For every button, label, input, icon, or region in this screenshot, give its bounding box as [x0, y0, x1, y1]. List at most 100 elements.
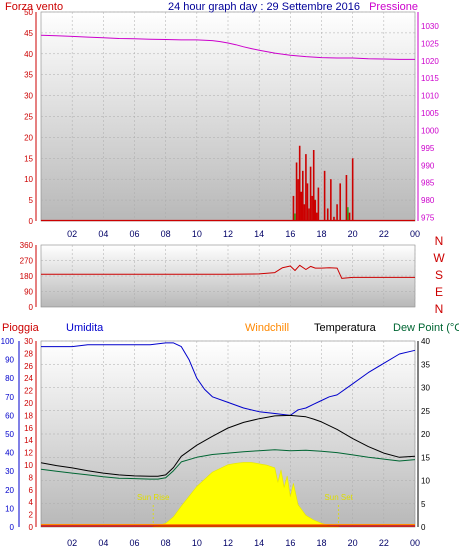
- compass-label: E: [435, 285, 443, 299]
- direction-axis-tick: 90: [24, 288, 33, 297]
- temperature-axis-tick: 40: [421, 337, 430, 346]
- direction-line: [41, 264, 415, 279]
- rain-axis-tick: 6: [29, 486, 34, 495]
- pressure-axis-tick: 1030: [421, 22, 439, 31]
- humidity-axis-tick: 20: [5, 486, 14, 495]
- graph-title: 24 hour graph day : 29 Settembre 2016: [168, 1, 360, 13]
- humidity-axis-tick: 70: [5, 393, 14, 402]
- legend-windchill: Windchill: [245, 322, 289, 334]
- wind-axis-tick: 10: [24, 175, 33, 184]
- x-tick-label: 22: [379, 229, 389, 239]
- pressure-axis-tick: 1015: [421, 74, 439, 83]
- dewpoint-line: [40, 449, 416, 480]
- right-axis-title: Pressione: [369, 1, 418, 13]
- humidity-axis-tick: 30: [5, 467, 14, 476]
- rain-axis-tick: 12: [24, 449, 33, 458]
- x-tick-label: 06: [129, 229, 139, 239]
- x-tick-label: 08: [161, 229, 171, 239]
- rain-axis-tick: 2: [29, 511, 34, 520]
- humidity-axis-tick: 90: [5, 356, 14, 365]
- direction-axis-tick: 360: [20, 241, 34, 250]
- temperature-axis-tick: 0: [421, 523, 426, 532]
- x-tick-label: 14: [254, 229, 264, 239]
- wind-axis-tick: 0: [29, 217, 34, 226]
- wind-axis-tick: 25: [24, 113, 33, 122]
- humidity-axis-tick: 10: [5, 504, 14, 513]
- temperature-axis-tick: 10: [421, 477, 430, 486]
- x-tick-label: 06: [129, 538, 139, 548]
- sun-event-label: Sun Rise: [137, 493, 170, 502]
- x-tick-label: 16: [285, 538, 295, 548]
- humidity-axis-tick: 0: [10, 523, 15, 532]
- pressure-axis-tick: 980: [421, 196, 435, 205]
- wind-axis-tick: 30: [24, 92, 33, 101]
- humidity-axis-tick: 80: [5, 374, 14, 383]
- pressure-axis-tick: 1000: [421, 126, 439, 135]
- compass-label: W: [433, 251, 445, 265]
- x-tick-label: 02: [67, 229, 77, 239]
- wind-axis-tick: 35: [24, 71, 33, 80]
- left-axis-title: Forza vento: [5, 1, 63, 13]
- wind-axis-tick: 15: [24, 154, 33, 163]
- rain-axis-tick: 4: [29, 498, 34, 507]
- pressure-axis-tick: 985: [421, 179, 435, 188]
- x-tick-label: 08: [161, 538, 171, 548]
- rain-axis-tick: 28: [24, 349, 33, 358]
- rain-axis-tick: 14: [24, 436, 33, 445]
- rain-axis-tick: 18: [24, 411, 33, 420]
- direction-axis-tick: 180: [20, 272, 34, 281]
- compass-label: N: [435, 302, 444, 316]
- x-tick-label: 18: [316, 538, 326, 548]
- wind-axis-tick: 50: [24, 8, 33, 17]
- rain-axis-tick: 8: [29, 473, 34, 482]
- temperature-axis-tick: 30: [421, 384, 430, 393]
- compass-label: N: [435, 234, 444, 248]
- compass-label: S: [435, 268, 443, 282]
- pressure-axis-tick: 995: [421, 144, 435, 153]
- sun-event-label: Sun Set: [324, 493, 353, 502]
- sun-area: [153, 462, 339, 528]
- pressure-axis-tick: 1010: [421, 92, 439, 101]
- rain-axis-tick: 24: [24, 374, 33, 383]
- humidity-axis-tick: 40: [5, 449, 14, 458]
- temperature-axis-tick: 35: [421, 360, 430, 369]
- rain-axis-tick: 0: [29, 523, 34, 532]
- x-tick-label: 14: [254, 538, 264, 548]
- rain-axis-tick: 20: [24, 399, 33, 408]
- x-tick-label: 20: [348, 538, 358, 548]
- direction-plot-area: [40, 244, 416, 308]
- direction-axis-tick: 0: [29, 303, 34, 312]
- x-tick-label: 00: [410, 229, 420, 239]
- x-tick-label: 10: [192, 538, 202, 548]
- x-tick-label: 18: [316, 229, 326, 239]
- pressure-axis-tick: 1020: [421, 57, 439, 66]
- x-tick-label: 12: [223, 538, 233, 548]
- rain-axis-tick: 30: [24, 337, 33, 346]
- pressure-line: [40, 34, 415, 60]
- temperature-axis-tick: 5: [421, 500, 426, 509]
- humidity-axis-tick: 50: [5, 430, 14, 439]
- rain-axis-tick: 10: [24, 461, 33, 470]
- temperature-axis-tick: 20: [421, 430, 430, 439]
- pressure-axis-tick: 1025: [421, 39, 439, 48]
- x-tick-label: 12: [223, 229, 233, 239]
- x-tick-label: 04: [98, 229, 108, 239]
- temperature-axis-tick: 25: [421, 407, 430, 416]
- wind-axis-tick: 5: [29, 196, 34, 205]
- pressure-axis-tick: 975: [421, 214, 435, 223]
- wind-axis-tick: 45: [24, 29, 33, 38]
- x-tick-label: 00: [410, 538, 420, 548]
- x-tick-label: 22: [379, 538, 389, 548]
- rain-axis-tick: 16: [24, 424, 33, 433]
- x-tick-label: 10: [192, 229, 202, 239]
- pressure-axis-tick: 1005: [421, 109, 439, 118]
- pressure-axis-tick: 990: [421, 161, 435, 170]
- x-tick-label: 20: [348, 229, 358, 239]
- legend-humidity: Umidita: [66, 322, 104, 334]
- x-tick-label: 04: [98, 538, 108, 548]
- humidity-axis-tick: 60: [5, 411, 14, 420]
- wind-axis-tick: 40: [24, 50, 33, 59]
- temperature-axis-tick: 15: [421, 453, 430, 462]
